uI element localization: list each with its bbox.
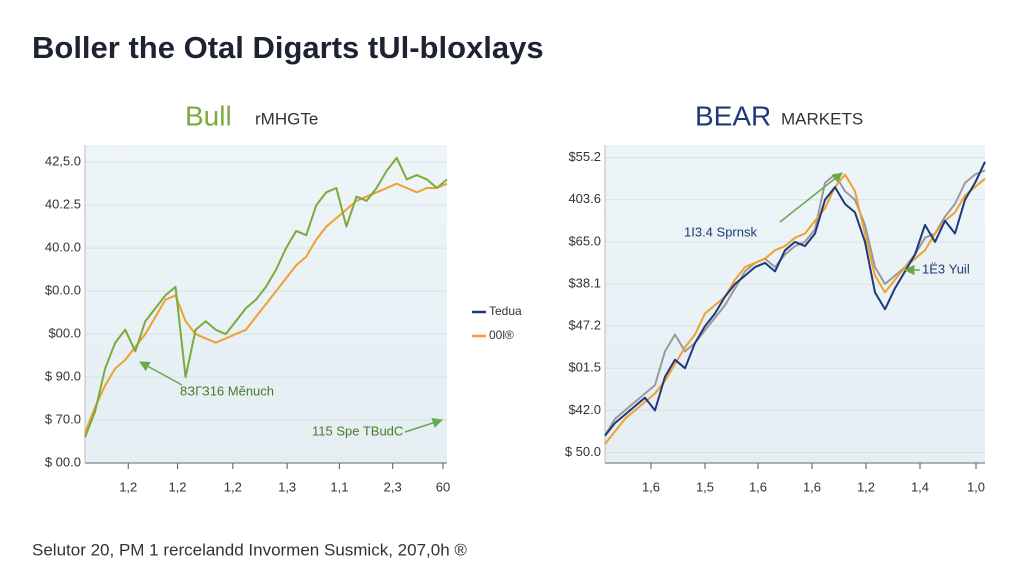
annotation: 1Ё3 Yuil [922, 261, 970, 276]
x-tick-label: 60 [436, 479, 450, 494]
x-tick-label: 1,6 [803, 479, 821, 494]
x-tick-label: 1,3 [278, 479, 296, 494]
y-tick-label: $0.0.0 [45, 283, 81, 298]
x-tick-label: 1,0 [967, 479, 985, 494]
annotation: 8ЗГЗ16 Mĕnuch [180, 383, 274, 398]
x-tick-label: 2,3 [384, 479, 402, 494]
footer: Selutor 20, PM 1 rercelandd Invormen Sus… [32, 540, 467, 559]
y-tick-label: $ 70.0 [45, 411, 81, 426]
y-tick-label: 40.0.0 [45, 240, 81, 255]
y-tick-label: 40.2.5 [45, 197, 81, 212]
annotation-arrow [139, 361, 183, 386]
y-tick-label: $ 90.0 [45, 368, 81, 383]
series-line [84, 156, 448, 438]
x-tick-label: 1,2 [857, 479, 875, 494]
x-tick-label: 1,2 [224, 479, 242, 494]
x-tick-label: 1,6 [642, 479, 660, 494]
y-tick-label: $ 00.0 [45, 454, 81, 469]
annotation: 1I3.4 Sprnsk [684, 224, 757, 239]
y-tick-label: $47.2 [568, 318, 601, 333]
x-tick-label: 1,1 [330, 479, 348, 494]
y-tick-label: 42,5.0 [45, 154, 81, 169]
x-tick-label: 1,6 [749, 479, 767, 494]
charts: Bull rMHGTe $ 00.0 $ 70.0 $ 90.0 $00.0 $0.0.0 4… [45, 100, 986, 494]
annotation-arrow [404, 417, 443, 433]
series-line [604, 173, 986, 445]
y-tick-label: $01.5 [568, 360, 601, 375]
plot-area [605, 145, 985, 463]
y-tick-label: $55.2 [568, 149, 601, 164]
chart-subtitle: rMHGTe [255, 109, 318, 128]
x-tick-label: 1,2 [168, 479, 186, 494]
y-tick-label: $ 50.0 [565, 444, 601, 459]
legend-label: 00l® [489, 328, 514, 342]
chart-subtitle: MARKETS [781, 109, 863, 128]
series-line [84, 182, 448, 434]
y-tick-label: $65.0 [568, 233, 601, 248]
page-title: Boller the Otal Digarts tUl-bloxlays [32, 30, 544, 65]
x-tick-label: 1,2 [119, 479, 137, 494]
x-tick-label: 1,4 [911, 479, 929, 494]
y-tick-label: 403.6 [568, 191, 601, 206]
annotation: 115 Spe TBudC [312, 423, 403, 438]
chart-title: BEAR [695, 100, 771, 131]
legend-label: Tedua [489, 304, 522, 318]
x-tick-label: 1,5 [696, 479, 714, 494]
chart-title: Bull [185, 100, 232, 131]
y-tick-label: $42.0 [568, 402, 601, 417]
series-line [604, 161, 986, 437]
series-line [604, 169, 986, 437]
y-tick-label: $00.0 [48, 326, 81, 341]
annotation-arrow [779, 172, 843, 223]
y-tick-label: $38.1 [568, 275, 601, 290]
